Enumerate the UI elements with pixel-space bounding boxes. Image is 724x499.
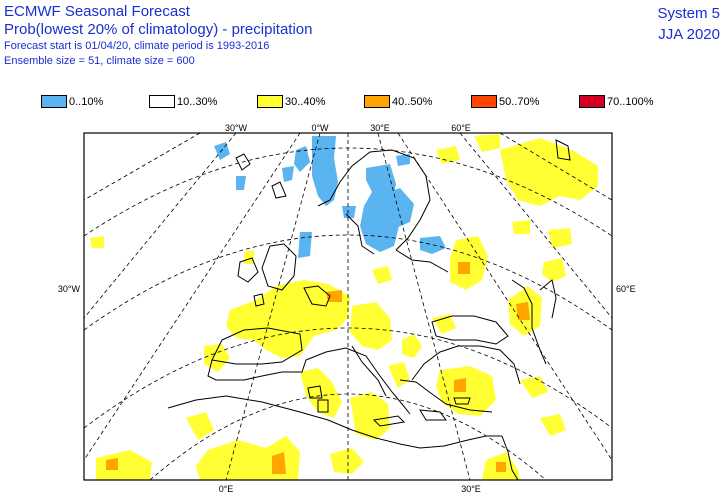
legend-label: 0..10% xyxy=(69,95,104,108)
lon-label-bottom: 30°E xyxy=(461,484,481,494)
lon-label-top: 30°W xyxy=(225,123,248,133)
legend-item-50-70: 50..70% xyxy=(471,95,539,108)
page-title: ECMWF Seasonal Forecast xyxy=(4,3,190,20)
legend-swatch xyxy=(364,95,390,108)
map-canvas xyxy=(84,133,612,480)
map-frame xyxy=(83,132,613,481)
lon-label-top: 60°E xyxy=(451,123,471,133)
legend-label: 30..40% xyxy=(285,95,326,108)
legend-item-70-100: 70..100% xyxy=(579,95,653,108)
lon-label-top: 30°E xyxy=(370,123,390,133)
legend: 0..10% 10..30% 30..40% 40..50% 50..70% 7… xyxy=(0,95,724,111)
season-label: JJA 2020 xyxy=(658,26,720,43)
page-subtitle: Prob(lowest 20% of climatology) - precip… xyxy=(4,21,313,38)
legend-label: 50..70% xyxy=(499,95,540,108)
legend-item-10-30: 10..30% xyxy=(149,95,217,108)
legend-swatch xyxy=(471,95,497,108)
system-label: System 5 xyxy=(657,5,720,22)
legend-swatch xyxy=(257,95,283,108)
legend-swatch xyxy=(579,95,605,108)
high-probability-areas xyxy=(106,262,530,474)
ensemble-info: Ensemble size = 51, climate size = 600 xyxy=(4,55,195,67)
legend-label: 70..100% xyxy=(607,95,654,108)
graticule xyxy=(84,133,612,480)
legend-item-40-50: 40..50% xyxy=(364,95,432,108)
lon-label-bottom: 0°E xyxy=(219,484,234,494)
lon-label-top: 0°W xyxy=(311,123,329,133)
forecast-info: Forecast start is 01/04/20, climate peri… xyxy=(4,40,270,52)
coastlines xyxy=(167,139,571,480)
lon-label-right: 60°E xyxy=(616,284,636,294)
header-left: ECMWF Seasonal Forecast Prob(lowest 20% … xyxy=(4,3,312,69)
legend-item-0-10: 0..10% xyxy=(41,95,103,108)
legend-label: 40..50% xyxy=(392,95,433,108)
medium-probability-areas xyxy=(90,134,598,480)
legend-swatch xyxy=(41,95,67,108)
lon-label-left: 30°W xyxy=(58,284,81,294)
low-probability-areas xyxy=(214,136,446,258)
legend-swatch xyxy=(149,95,175,108)
legend-item-30-40: 30..40% xyxy=(257,95,325,108)
header-right: System 5 JJA 2020 xyxy=(657,3,720,45)
legend-label: 10..30% xyxy=(177,95,218,108)
